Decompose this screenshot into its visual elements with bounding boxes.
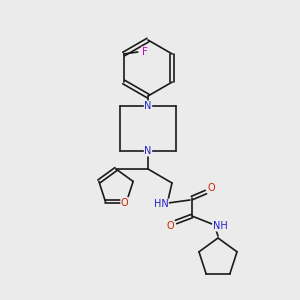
Text: F: F bbox=[142, 47, 148, 57]
Text: N: N bbox=[144, 101, 152, 111]
Text: O: O bbox=[207, 183, 215, 193]
Text: N: N bbox=[144, 146, 152, 156]
Text: NH: NH bbox=[213, 221, 227, 231]
Text: O: O bbox=[166, 221, 174, 231]
Text: O: O bbox=[121, 198, 128, 208]
Text: HN: HN bbox=[154, 199, 168, 209]
